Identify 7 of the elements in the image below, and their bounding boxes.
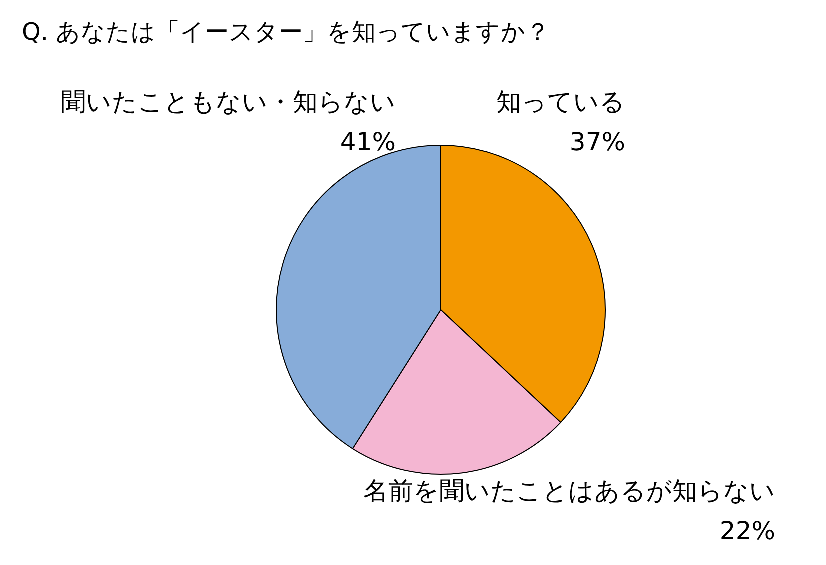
data-label: 41% [340, 128, 396, 156]
slice-label: 名前を聞いたことはあるが知らない [364, 476, 776, 506]
chart-title: Q. あなたは「イースター」を知っていますか？ [22, 17, 550, 48]
slice-label: 知っている [496, 88, 626, 116]
data-label: 37% [570, 128, 626, 156]
slice-label: 聞いたこともない・知らない [61, 88, 396, 116]
data-label: 22% [720, 516, 776, 546]
